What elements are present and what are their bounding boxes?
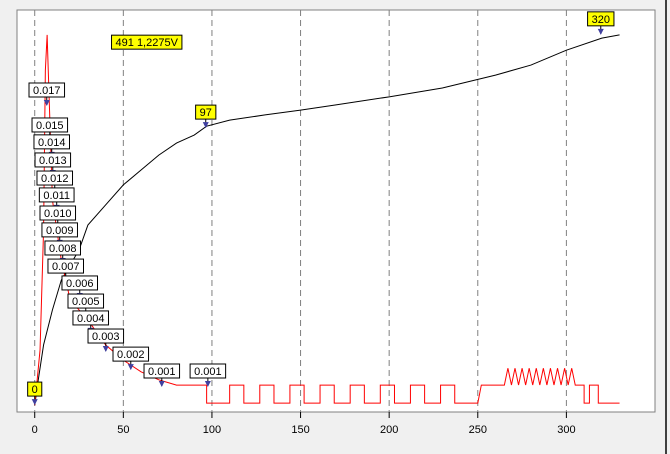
annotation-label: 0.005 <box>72 296 100 308</box>
annotation-label: 0.011 <box>43 190 70 202</box>
annotation-label: 97 <box>200 107 212 119</box>
x-tick-label: 300 <box>557 424 575 436</box>
series-line <box>34 34 620 406</box>
x-tick-label: 200 <box>380 424 398 436</box>
annotation-label: 0.007 <box>52 261 80 273</box>
annotation-label: 0.010 <box>44 208 72 220</box>
annotation-label: 0.009 <box>46 225 74 237</box>
x-tick-label: 50 <box>117 424 129 436</box>
annotation-arrow <box>204 380 211 387</box>
annotation-label: 0.013 <box>39 155 67 167</box>
annotation-arrow <box>31 399 38 406</box>
annotation-label: 491 1,2275V <box>116 37 179 49</box>
annotation-label: 0.006 <box>66 278 94 290</box>
annotation-label: 0.015 <box>36 120 64 132</box>
annotation-arrow <box>202 122 209 129</box>
annotation-box <box>111 34 183 50</box>
annotation-label: 320 <box>592 14 610 26</box>
annotation-label: 0.017 <box>33 85 61 97</box>
annotation-arrow <box>158 380 165 387</box>
annotation-label: 0.003 <box>92 331 120 343</box>
annotation-label: 0.002 <box>117 349 145 361</box>
x-tick-label: 150 <box>291 424 309 436</box>
annotation-label: 0.014 <box>38 137 66 149</box>
x-tick-label: 250 <box>469 424 487 436</box>
annotation-label: 0 <box>32 384 38 396</box>
annotation-label: 0.004 <box>77 313 105 325</box>
x-tick-label: 100 <box>203 424 221 436</box>
x-tick-label: 0 <box>32 424 38 436</box>
annotation-arrow <box>102 346 109 353</box>
annotation-arrow <box>597 28 604 35</box>
annotation-label: 0.012 <box>41 173 69 185</box>
annotation-label: 0.001 <box>194 366 222 378</box>
annotation-label: 0.008 <box>49 243 77 255</box>
annotation-arrow <box>43 99 50 106</box>
annotation-arrow <box>127 364 134 371</box>
annotation-label: 0.001 <box>148 366 176 378</box>
